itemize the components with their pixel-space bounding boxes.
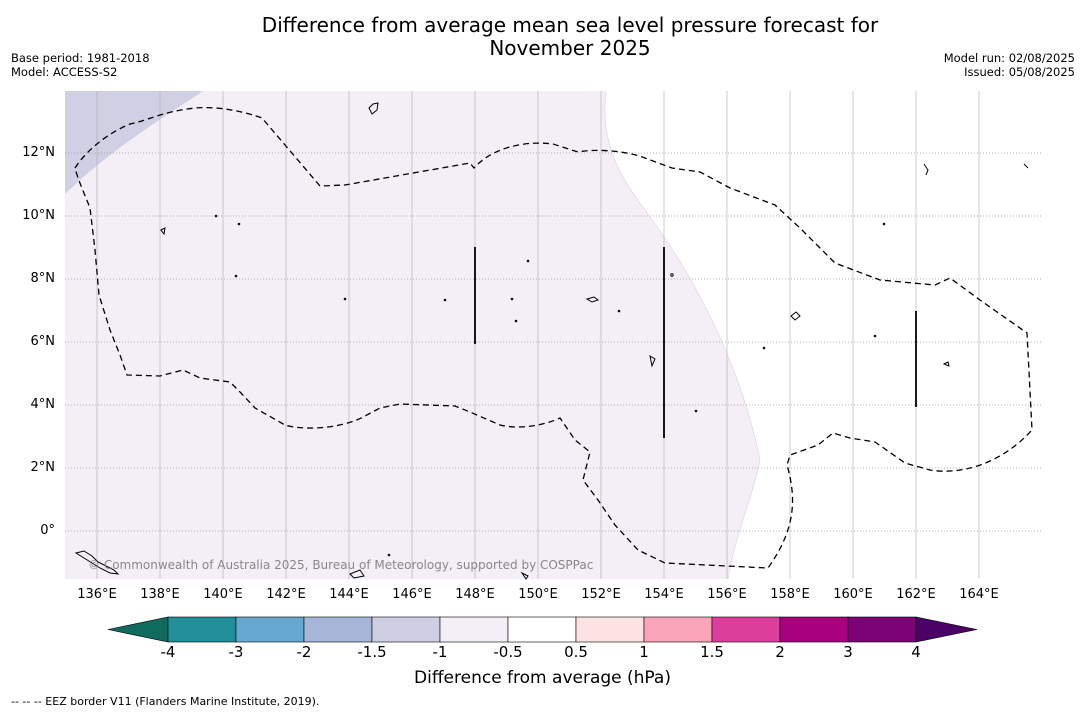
longitude-label: 140°E [203,587,243,602]
map-area [65,90,1042,580]
islet-14 [882,222,886,226]
latitude-label: 2°N [30,460,56,475]
latitude-label: 4°N [30,397,56,412]
eez-border [74,106,1033,569]
colorbar-swatch [711,616,781,643]
land-features [74,102,1029,580]
map-title-line1: Difference from average mean sea level p… [261,13,879,37]
islet-11 [694,409,698,413]
colorbar-tick-label: -2 [296,643,312,661]
latitude-label: 12°N [22,145,55,160]
colorbar-tick-label: 1 [639,643,649,661]
colorbar-swatch [575,616,645,643]
islet-4 [343,297,347,301]
colorbar-tick-label: 2 [775,643,785,661]
colorbar-tick-label: -1 [432,643,448,661]
island-new-ireland [520,571,529,580]
colorbar-tick-label: 4 [911,643,921,661]
colorbar-swatch [371,616,441,643]
colorbar-tick-label: -1.5 [357,643,387,661]
colorbar [107,616,978,643]
longitude-label: 160°E [833,587,873,602]
islet-8 [526,259,530,263]
issued-date: Issued: 05/08/2025 [964,65,1075,79]
eez-border-segments [474,247,917,438]
colorbar-tick-label: 3 [843,643,853,661]
islet-10 [670,273,674,277]
model-run: Model run: 02/08/2025 [943,51,1075,65]
colorbar-extend-low [107,616,169,643]
longitude-label: 156°E [707,587,747,602]
longitude-label: 154°E [644,587,684,602]
map-title-line2: November 2025 [489,36,651,60]
latitude-label: 0° [40,523,55,538]
longitude-label: 144°E [329,587,369,602]
colorbar-swatch [643,616,713,643]
latitude-label: 8°N [30,271,56,286]
islet-6 [510,297,514,301]
colorbar-label: Difference from average (hPa) [414,668,671,688]
longitude-label: 138°E [140,587,180,602]
colorbar-swatch [779,616,849,643]
longitude-label: 136°E [77,587,117,602]
island-pingelap [649,354,656,368]
longitude-label: 142°E [266,587,306,602]
islet-9 [617,309,621,313]
colorbar-swatch [507,616,577,643]
islet-5 [443,298,447,302]
longitude-label: 162°E [896,587,936,602]
island-pohnpei [790,311,801,321]
colorbar-extend-high [915,616,978,643]
colorbar-tick-label: 1.5 [700,643,724,661]
colorbar-tick-label: -4 [160,643,176,661]
island-chuuk [585,296,600,303]
islet-7 [514,319,518,323]
anomaly-region-neutral [604,91,1042,579]
longitude-label: 148°E [455,587,495,602]
copyright-notice: © Commonwealth of Australia 2025, Bureau… [88,558,594,572]
meta-right: Model run: 02/08/2025 Issued: 05/08/2025 [944,51,1075,79]
model-name: Model: ACCESS-S2 [11,65,118,79]
island-southeast [349,569,365,579]
anomaly-region-minus-1-5 [65,91,203,194]
island-marcus [368,102,379,115]
longitude-label: 152°E [581,587,621,602]
island-ne-1 [923,163,929,176]
colorbar-swatch [847,616,917,643]
island-kosrae [942,361,950,367]
longitude-label: 150°E [518,587,558,602]
island-ne-2 [1023,163,1029,169]
island-cluster-west [160,227,166,236]
islet-13 [873,334,877,338]
map-title: Difference from average mean sea level p… [200,14,940,60]
colorbar-swatch [167,616,237,643]
longitude-label: 146°E [392,587,432,602]
islet-15 [387,553,391,557]
colorbar-swatch [235,616,305,643]
longitude-label: 158°E [770,587,810,602]
base-period: Base period: 1981-2018 [11,51,150,65]
island-new-guinea [74,550,120,575]
colorbar-tick-label: -3 [228,643,244,661]
colorbar-tick-label: -0.5 [493,643,523,661]
latitude-label: 6°N [30,334,56,349]
islet-12 [762,346,766,350]
colorbar-swatch [439,616,509,643]
latitude-label: 10°N [22,208,55,223]
islet-2 [237,222,241,226]
islet-1 [214,214,218,218]
colorbar-swatch [303,616,373,643]
longitude-label: 164°E [959,587,999,602]
eez-legend-note: -- -- -- EEZ border V11 (Flanders Marine… [11,695,320,708]
meta-left: Base period: 1981-2018 Model: ACCESS-S2 [11,51,150,79]
islet-3 [234,274,238,278]
colorbar-tick-label: 0.5 [564,643,588,661]
